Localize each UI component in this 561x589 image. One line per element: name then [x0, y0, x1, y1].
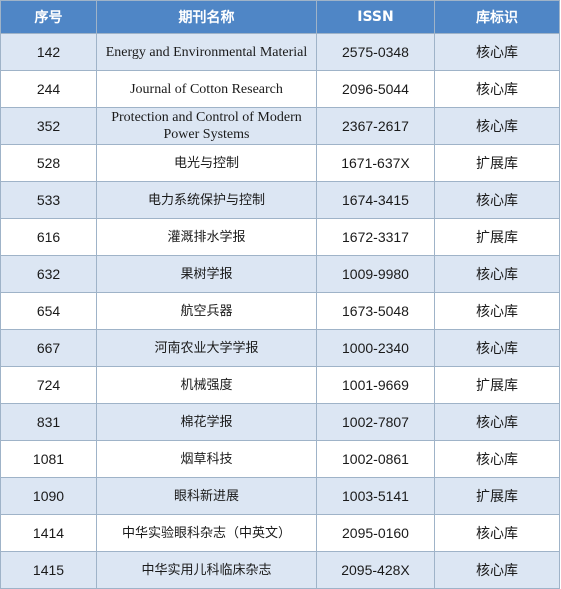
serial-number-cell: 1081	[0, 440, 97, 478]
table-row: 831 棉花学报 1002-7807 核心库	[0, 403, 560, 441]
journal-name-cell: Journal of Cotton Research	[96, 70, 317, 108]
journal-name-cell: 眼科新进展	[96, 477, 317, 515]
table-row: 667 河南农业大学学报 1000-2340 核心库	[0, 329, 560, 367]
journal-name-cell: 果树学报	[96, 255, 317, 293]
journal-name-cell: 航空兵器	[96, 292, 317, 330]
issn-cell: 1000-2340	[316, 329, 435, 367]
issn-cell: 1674-3415	[316, 181, 435, 219]
header-library-flag: 库标识	[434, 0, 560, 34]
issn-cell: 2367-2617	[316, 107, 435, 145]
library-flag-cell: 扩展库	[434, 366, 560, 404]
library-flag-cell: 核心库	[434, 33, 560, 71]
journal-name-cell: 机械强度	[96, 366, 317, 404]
issn-cell: 2096-5044	[316, 70, 435, 108]
table-row: 724 机械强度 1001-9669 扩展库	[0, 366, 560, 404]
library-flag-cell: 核心库	[434, 292, 560, 330]
issn-cell: 2095-0160	[316, 514, 435, 552]
issn-cell: 2095-428X	[316, 551, 435, 589]
table-row: 632 果树学报 1009-9980 核心库	[0, 255, 560, 293]
serial-number-cell: 528	[0, 144, 97, 182]
library-flag-cell: 核心库	[434, 329, 560, 367]
table-row: 352 Protection and Control of Modern Powe…	[0, 107, 560, 145]
table-row: 1081 烟草科技 1002-0861 核心库	[0, 440, 560, 478]
table-row: 1090 眼科新进展 1003-5141 扩展库	[0, 477, 560, 515]
library-flag-cell: 核心库	[434, 403, 560, 441]
journal-name-cell: 河南农业大学学报	[96, 329, 317, 367]
journal-name-cell: 烟草科技	[96, 440, 317, 478]
table-row: 1414 中华实验眼科杂志（中英文） 2095-0160 核心库	[0, 514, 560, 552]
library-flag-cell: 扩展库	[434, 477, 560, 515]
serial-number-cell: 533	[0, 181, 97, 219]
journal-name-cell: 电力系统保护与控制	[96, 181, 317, 219]
serial-number-cell: 831	[0, 403, 97, 441]
issn-cell: 1671-637X	[316, 144, 435, 182]
table-row: 533 电力系统保护与控制 1674-3415 核心库	[0, 181, 560, 219]
library-flag-cell: 核心库	[434, 181, 560, 219]
issn-cell: 1001-9669	[316, 366, 435, 404]
issn-cell: 1002-0861	[316, 440, 435, 478]
journal-name-cell: 灌溉排水学报	[96, 218, 317, 256]
serial-number-cell: 142	[0, 33, 97, 71]
table-row: 654 航空兵器 1673-5048 核心库	[0, 292, 560, 330]
table-row: 616 灌溉排水学报 1672-3317 扩展库	[0, 218, 560, 256]
journal-name-cell: 中华实用儿科临床杂志	[96, 551, 317, 589]
table-row: 142 Energy and Environmental Material 2575…	[0, 33, 560, 71]
header-serial-number: 序号	[0, 0, 97, 34]
serial-number-cell: 667	[0, 329, 97, 367]
serial-number-cell: 1090	[0, 477, 97, 515]
library-flag-cell: 核心库	[434, 514, 560, 552]
header-journal-name: 期刊名称	[96, 0, 317, 34]
journal-name-cell: 中华实验眼科杂志（中英文）	[96, 514, 317, 552]
journal-name-cell: 电光与控制	[96, 144, 317, 182]
library-flag-cell: 扩展库	[434, 218, 560, 256]
library-flag-cell: 核心库	[434, 255, 560, 293]
table-row: 244 Journal of Cotton Research 2096-5044 核心…	[0, 70, 560, 108]
issn-cell: 2575-0348	[316, 33, 435, 71]
table-row: 1415 中华实用儿科临床杂志 2095-428X 核心库	[0, 551, 560, 589]
issn-cell: 1002-7807	[316, 403, 435, 441]
journal-name-cell: 棉花学报	[96, 403, 317, 441]
issn-cell: 1673-5048	[316, 292, 435, 330]
serial-number-cell: 1415	[0, 551, 97, 589]
library-flag-cell: 核心库	[434, 440, 560, 478]
serial-number-cell: 352	[0, 107, 97, 145]
header-issn: ISSN	[316, 0, 435, 34]
serial-number-cell: 616	[0, 218, 97, 256]
library-flag-cell: 核心库	[434, 70, 560, 108]
issn-cell: 1003-5141	[316, 477, 435, 515]
library-flag-cell: 核心库	[434, 551, 560, 589]
serial-number-cell: 632	[0, 255, 97, 293]
journal-name-cell: Energy and Environmental Material	[96, 33, 317, 71]
issn-cell: 1009-9980	[316, 255, 435, 293]
journal-name-cell: Protection and Control of Modern Power S…	[96, 107, 317, 145]
table-row: 528 电光与控制 1671-637X 扩展库	[0, 144, 560, 182]
library-flag-cell: 扩展库	[434, 144, 560, 182]
serial-number-cell: 654	[0, 292, 97, 330]
serial-number-cell: 1414	[0, 514, 97, 552]
serial-number-cell: 724	[0, 366, 97, 404]
serial-number-cell: 244	[0, 70, 97, 108]
table-header-row: 序号 期刊名称 ISSN 库标识	[0, 0, 560, 34]
library-flag-cell: 核心库	[434, 107, 560, 145]
issn-cell: 1672-3317	[316, 218, 435, 256]
